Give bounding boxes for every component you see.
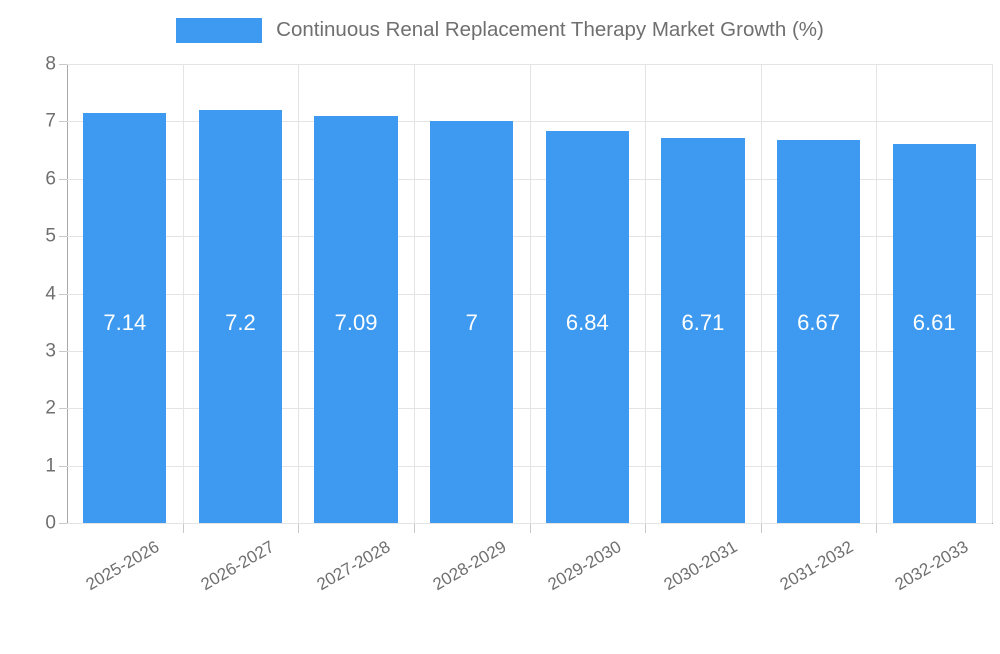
y-axis-tick-mark	[59, 178, 67, 180]
x-axis-tick-mark	[298, 524, 299, 533]
gridline-horizontal	[67, 178, 992, 180]
y-axis-tick-mark	[59, 293, 67, 295]
bar-value-label: 6.84	[565, 310, 609, 335]
chart-legend: Continuous Renal Replacement Therapy Mar…	[0, 14, 1000, 46]
y-axis-tick-label: 8	[45, 53, 56, 75]
bar-value-label: 6.71	[681, 310, 725, 335]
bar-value-label: 7	[465, 310, 478, 335]
bar[interactable]	[83, 113, 167, 523]
gridline-horizontal	[67, 523, 992, 524]
y-axis-tick-mark	[59, 523, 67, 524]
plot-right-border	[992, 64, 993, 523]
x-axis-tick-mark	[645, 524, 646, 533]
y-axis-tick-mark	[59, 121, 67, 123]
bar[interactable]	[545, 130, 629, 523]
bar[interactable]	[776, 140, 861, 523]
bar-value-label: 7.09	[334, 310, 378, 335]
y-axis-tick-label: 6	[45, 168, 56, 190]
y-axis-tick-label: 0	[45, 512, 56, 534]
legend-label[interactable]: Continuous Renal Replacement Therapy Mar…	[276, 17, 824, 41]
bar-value-label: 6.67	[797, 310, 840, 335]
bar-value-label: 7.14	[103, 310, 147, 335]
x-axis-tick-mark	[414, 524, 415, 533]
y-axis-tick-mark	[59, 64, 67, 65]
y-axis-tick-mark	[59, 408, 67, 410]
y-axis-tick-mark	[59, 350, 67, 352]
y-axis-tick-label: 3	[45, 340, 56, 362]
y-axis-tick-label: 4	[45, 283, 56, 304]
bar[interactable]	[198, 109, 283, 523]
gridline-vertical	[298, 64, 299, 523]
y-axis-tick-mark	[59, 465, 67, 467]
gridline-horizontal	[67, 350, 992, 352]
y-axis-tick-labels: 8 7 6 5 4 3 2 1 0	[0, 0, 67, 600]
bar-value-label: 7.2	[225, 310, 256, 335]
gridline-horizontal	[67, 465, 992, 467]
gridline-vertical	[645, 64, 646, 523]
y-axis-tick-label: 2	[45, 397, 56, 419]
gridline-horizontal	[67, 408, 992, 410]
gridline-horizontal	[67, 64, 992, 65]
bar-chart: Continuous Renal Replacement Therapy Mar…	[0, 0, 1000, 600]
plot-area: 7.14 7.2 7.09 7 6.84 6.71 6.67 6.61	[67, 64, 992, 524]
legend-color-swatch	[176, 17, 263, 43]
bar[interactable]	[661, 138, 745, 523]
x-axis-tick-mark	[876, 524, 877, 533]
bar[interactable]	[892, 143, 976, 523]
y-axis-tick-label: 7	[45, 110, 56, 132]
gridline-vertical	[876, 64, 877, 523]
y-axis-tick-label: 1	[45, 455, 56, 477]
gridline-vertical	[183, 64, 184, 523]
bar[interactable]	[314, 116, 398, 523]
gridline-vertical	[530, 64, 531, 523]
gridline-vertical	[761, 64, 762, 523]
y-axis-tick-label: 5	[45, 225, 56, 247]
bar-value-label: 6.61	[912, 310, 956, 335]
y-axis-tick-mark	[59, 236, 67, 238]
x-axis-tick-mark	[761, 524, 762, 533]
x-axis-tick-mark	[183, 524, 184, 533]
gridline-horizontal	[67, 121, 992, 123]
bar[interactable]	[430, 121, 514, 523]
gridline-vertical	[414, 64, 415, 523]
gridline-horizontal	[67, 236, 992, 238]
gridline-horizontal	[67, 293, 992, 295]
x-axis-tick-mark	[530, 524, 531, 533]
